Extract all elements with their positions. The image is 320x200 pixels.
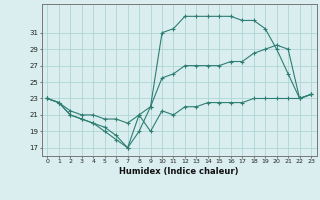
X-axis label: Humidex (Indice chaleur): Humidex (Indice chaleur): [119, 167, 239, 176]
